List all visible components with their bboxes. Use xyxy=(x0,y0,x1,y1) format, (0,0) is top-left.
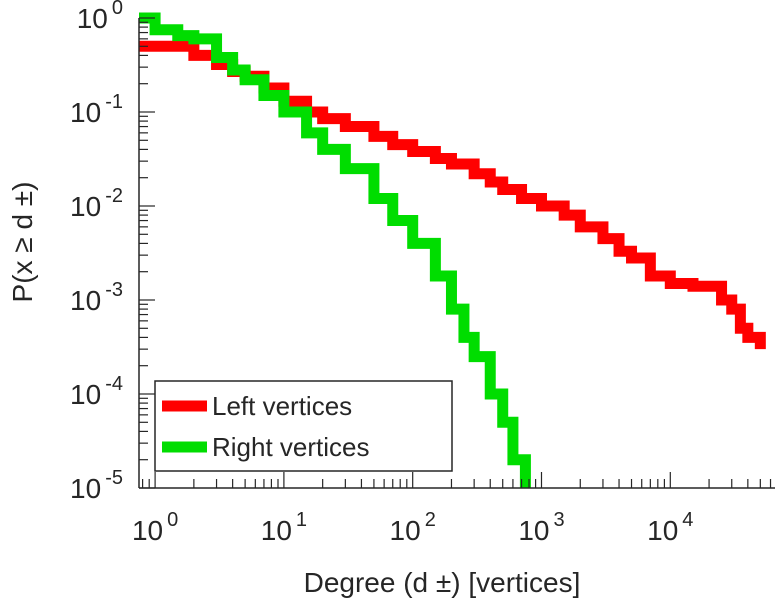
x-tick-label: 10 0 xyxy=(132,509,178,546)
x-axis-title: Degree (d ±) [vertices] xyxy=(304,567,581,598)
x-tick-label: 10 2 xyxy=(390,509,436,546)
y-tick-label: 10 -3 xyxy=(70,279,123,316)
legend-label-left-vertices: Left vertices xyxy=(212,391,352,421)
legend-label-right-vertices: Right vertices xyxy=(212,432,370,462)
y-tick-label: 10 -2 xyxy=(70,185,123,222)
y-axis-title: P(x ≥ d ±) xyxy=(7,182,38,303)
x-tick-label: 10 3 xyxy=(518,509,564,546)
y-tick-label: 10 -1 xyxy=(70,91,123,128)
legend-box xyxy=(154,380,453,472)
plot-area xyxy=(139,12,766,488)
legend: Left vertices Right vertices xyxy=(154,380,453,472)
y-tick-label: 10 -4 xyxy=(70,373,123,410)
y-tick-label: 10 0 xyxy=(77,0,123,34)
axes: 10 0 10 1 10 2 10 3 10 4 10 0 10 -1 10 -2 10 -3 10 -4 10 -5 xyxy=(70,0,775,546)
series-line-right-vertices xyxy=(139,12,531,488)
y-tick-label: 10 -5 xyxy=(70,467,123,504)
x-tick-label: 10 4 xyxy=(647,509,693,546)
x-tick-label: 10 1 xyxy=(261,509,307,546)
